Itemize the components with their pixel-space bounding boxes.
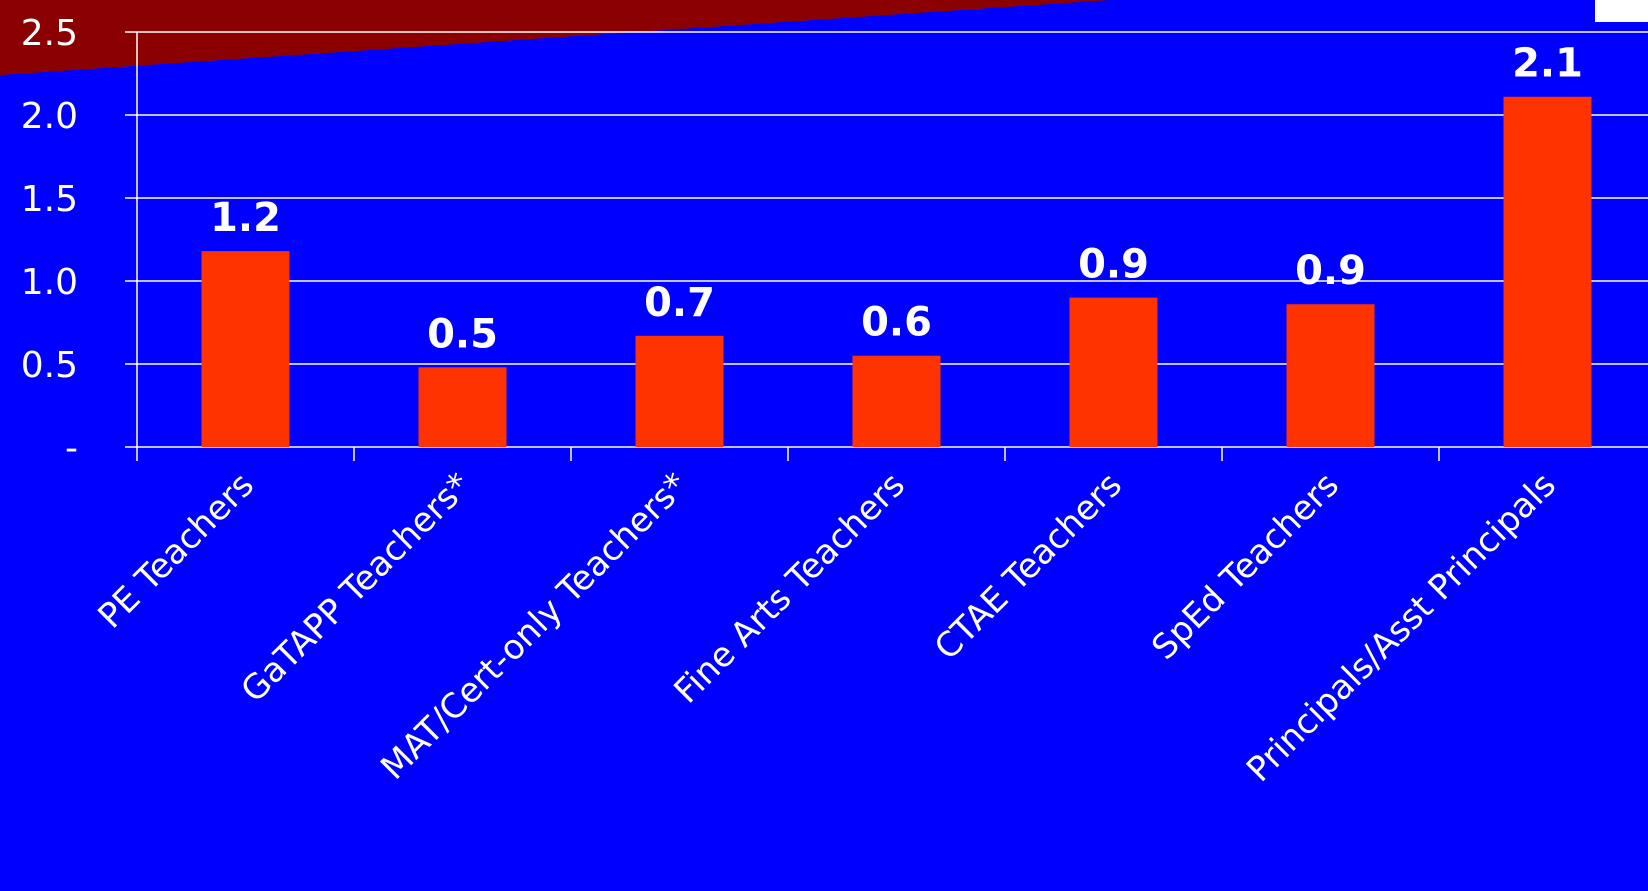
bar [201,251,290,447]
bar [1286,304,1375,447]
data-label: 0.6 [861,300,932,346]
data-labels: 1.2 0.5 0.7 0.6 0.9 0.9 2.1 [210,41,1583,358]
y-axis-tick-labels: - 0.5 1.0 1.5 2.0 2.5 [21,13,78,469]
y-tick-label: 0.5 [21,345,78,386]
bar [1069,297,1158,447]
data-label: 0.9 [1295,248,1366,294]
gridlines [137,31,1648,365]
x-tick-label: PE Teachers [90,465,261,636]
bar [852,355,941,447]
x-tick-label: SpEd Teachers [1144,465,1347,668]
bar [418,367,507,447]
data-label: 0.5 [427,311,498,357]
x-tick-label: CTAE Teachers [927,465,1130,668]
x-tick-label: Fine Arts Teachers [666,465,912,711]
bar [1503,96,1592,448]
bar [635,335,724,447]
bars [201,96,1592,448]
y-tick-label: - [65,428,78,469]
corner-box-decoration [1595,0,1648,22]
data-label: 0.7 [644,280,715,326]
data-label: 1.2 [210,195,281,241]
y-tick-label: 2.5 [21,13,78,54]
data-label: 0.9 [1078,242,1149,288]
y-tick-label: 1.0 [21,262,78,303]
y-tick-label: 2.0 [21,96,78,137]
y-tick-label: 1.5 [21,179,78,220]
data-label: 2.1 [1512,41,1583,87]
x-tick-label: GaTAPP Teachers* [234,465,479,710]
title-banner-decoration [0,0,1110,75]
